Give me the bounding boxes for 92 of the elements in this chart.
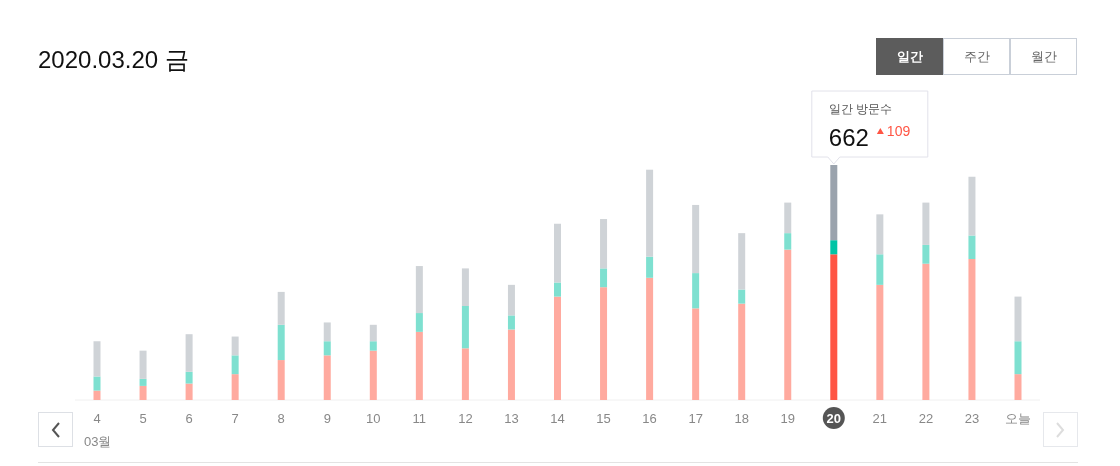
x-tick-label: 18 bbox=[734, 411, 749, 426]
text: 일간 bbox=[896, 49, 923, 64]
bar bbox=[415, 331, 423, 400]
bar bbox=[554, 223, 561, 283]
chart-title: 2020.03.20 금 bbox=[38, 46, 189, 73]
bar bbox=[692, 204, 700, 274]
bar bbox=[646, 277, 654, 400]
bar bbox=[185, 383, 193, 400]
x-tick-label: 8 bbox=[277, 411, 285, 426]
x-tick-label: 16 bbox=[642, 411, 657, 426]
bar bbox=[646, 169, 654, 257]
bar bbox=[369, 324, 377, 342]
x-tick-label: 17 bbox=[688, 411, 703, 426]
x-tick-label: 6 bbox=[185, 411, 193, 426]
bar bbox=[323, 341, 331, 356]
bar bbox=[600, 287, 608, 400]
x-tick-label: 11 bbox=[412, 411, 427, 426]
bar bbox=[507, 315, 515, 330]
bar bbox=[369, 350, 377, 400]
bar bbox=[830, 254, 838, 400]
x-tick-label: 10 bbox=[366, 411, 381, 426]
text: 월간 bbox=[1030, 49, 1057, 64]
x-tick-label: 22 bbox=[918, 411, 934, 426]
x-tick-label: 12 bbox=[458, 411, 473, 426]
bar bbox=[922, 263, 930, 400]
bar bbox=[922, 244, 930, 264]
x-tick-label: 5 bbox=[139, 411, 147, 426]
bar bbox=[139, 378, 147, 386]
bar bbox=[461, 268, 469, 306]
bar bbox=[876, 214, 884, 255]
bar bbox=[415, 266, 423, 314]
text: 주간 bbox=[963, 49, 990, 64]
bar bbox=[968, 259, 976, 400]
x-tick-label: 오늘 bbox=[1005, 411, 1031, 426]
bar bbox=[1014, 296, 1022, 342]
bar bbox=[415, 313, 423, 332]
bar bbox=[968, 235, 976, 259]
x-tick-label: 20 bbox=[826, 411, 842, 426]
bar bbox=[231, 355, 239, 375]
x-axis-title: 03월 bbox=[84, 434, 112, 449]
bar bbox=[692, 273, 700, 309]
annotation: 662 bbox=[828, 124, 869, 151]
bar bbox=[369, 341, 377, 351]
x-tick-label: 19 bbox=[780, 411, 795, 426]
bar bbox=[738, 289, 746, 304]
bar bbox=[461, 348, 469, 400]
bar bbox=[1014, 341, 1022, 375]
x-tick-label: 7 bbox=[231, 411, 239, 426]
bar bbox=[738, 303, 746, 400]
bar bbox=[93, 341, 101, 377]
bar bbox=[277, 291, 285, 325]
x-tick-label: 15 bbox=[596, 411, 611, 426]
bar bbox=[507, 329, 515, 400]
bar bbox=[830, 240, 838, 255]
bar bbox=[231, 336, 239, 356]
bar bbox=[461, 306, 469, 349]
x-tick-label: 4 bbox=[93, 411, 101, 426]
bar bbox=[139, 350, 147, 379]
bar bbox=[784, 233, 792, 250]
bar bbox=[1014, 374, 1022, 400]
x-tick-label: 14 bbox=[550, 411, 565, 426]
bar bbox=[876, 254, 884, 285]
x-tick-label: 13 bbox=[504, 411, 519, 426]
bar bbox=[507, 284, 515, 316]
bar bbox=[185, 334, 193, 372]
bar bbox=[876, 284, 884, 400]
x-tick-label: 23 bbox=[964, 411, 980, 426]
bar bbox=[139, 385, 147, 400]
bar bbox=[231, 374, 239, 400]
bar bbox=[277, 324, 285, 361]
bar bbox=[692, 308, 700, 400]
bar bbox=[323, 322, 331, 342]
x-tick-label: 9 bbox=[323, 411, 331, 426]
bar bbox=[830, 165, 838, 241]
bar bbox=[277, 360, 285, 400]
x-tick-label: 21 bbox=[872, 411, 888, 426]
bar bbox=[185, 371, 193, 384]
bar bbox=[554, 282, 561, 297]
bar bbox=[968, 176, 976, 236]
bar bbox=[323, 355, 331, 400]
bar bbox=[600, 219, 608, 269]
text: 109 bbox=[886, 123, 911, 139]
bar bbox=[784, 202, 792, 234]
bar bbox=[93, 376, 101, 391]
bar bbox=[93, 390, 101, 400]
bar bbox=[554, 296, 561, 400]
bar bbox=[600, 268, 608, 288]
bar bbox=[784, 249, 792, 400]
bar bbox=[922, 202, 930, 245]
bar bbox=[738, 233, 746, 290]
bar bbox=[646, 256, 654, 278]
text: 일간 방문수 bbox=[828, 102, 893, 116]
